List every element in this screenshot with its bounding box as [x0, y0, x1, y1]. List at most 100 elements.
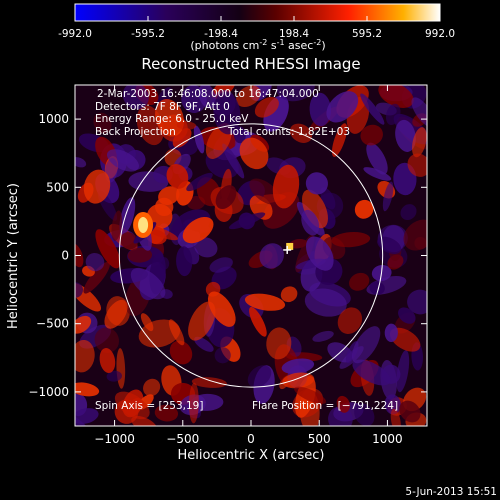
heatmap-blob [369, 281, 385, 295]
colorbar-tick-label: 595.2 [352, 28, 382, 40]
heatmap-blob [75, 315, 92, 334]
heatmap-blob [75, 339, 95, 373]
heatmap-blob [106, 149, 140, 172]
bright-source [286, 242, 294, 250]
heatmap-blob [155, 99, 184, 137]
heatmap-blob [312, 330, 334, 342]
heatmap-blob [398, 307, 416, 324]
annotation-time: 2-Mar-2003 16:46:08.000 to 16:47:04.000 [97, 88, 319, 100]
footer-date: 5-Jun-2013 15:51 [405, 486, 497, 498]
heatmap-blob [411, 97, 427, 128]
heatmap-blob [259, 243, 284, 269]
heatmap-blob [194, 336, 214, 352]
heatmap-blob [83, 261, 110, 294]
heatmap-blob [336, 395, 350, 413]
heatmap-blob [266, 327, 292, 360]
heatmap-blob [114, 391, 150, 420]
heatmap-blob [377, 236, 402, 254]
heatmap-blob [207, 291, 236, 327]
heatmap-blob [182, 216, 214, 244]
heatmap-blob [395, 119, 416, 152]
flare-position-marker [283, 245, 292, 254]
heatmap-blob [403, 219, 427, 251]
colorbar-tick-label: 198.4 [279, 28, 309, 40]
heatmap-blob [198, 85, 216, 109]
heatmap-blob [411, 127, 427, 158]
heatmap-blob [169, 340, 193, 365]
heatmap-blob [214, 347, 231, 364]
colorbar-tick-label: -992.0 [58, 28, 92, 40]
heatmap-blob [143, 378, 161, 397]
heatmap-blob [176, 246, 193, 277]
heatmap-blob [280, 286, 298, 303]
heatmap-blob [215, 185, 237, 210]
heatmap-blob [326, 91, 359, 123]
y-tick-label: −500 [36, 317, 69, 331]
y-tick-label: 500 [46, 180, 69, 194]
annotation-detectors: Detectors: 7F 8F 9F, Att 0 [95, 101, 230, 113]
colorbar-tick-label: -198.4 [204, 28, 238, 40]
heatmap-blob [384, 394, 401, 415]
heatmap-blob [159, 257, 170, 270]
heatmap-blob [238, 212, 255, 230]
heatmap-blob [188, 382, 199, 424]
heatmap-blob [172, 128, 192, 148]
heatmap-blob [222, 143, 245, 179]
heatmap-blob [363, 167, 392, 181]
heatmap-blob [213, 91, 241, 135]
heatmap-blob [194, 237, 218, 258]
heatmap-blob [249, 178, 281, 205]
heatmap-blob [276, 85, 315, 102]
heatmap-blob [85, 252, 105, 272]
heatmap-blob [282, 372, 315, 389]
heatmap-blob [236, 85, 261, 108]
heatmap-blob [360, 124, 383, 146]
heatmap-blob [191, 377, 227, 388]
heatmap-blob [400, 204, 417, 221]
heatmap-blob [351, 326, 381, 364]
heatmap-blob [390, 408, 401, 426]
heatmap-blob [130, 267, 166, 300]
heatmap-blob [399, 400, 421, 423]
colorbar-unit: (photons cm-2 s-1 asec-2) [190, 38, 325, 52]
heatmap-blob [140, 313, 154, 332]
heatmap-blob [166, 164, 189, 189]
heatmap-blob [95, 229, 121, 269]
heatmap-blob [289, 238, 308, 249]
x-axis-label: Heliocentric X (arcsec) [178, 448, 325, 463]
heatmap-blob [94, 327, 120, 353]
heatmap-blob [382, 181, 394, 212]
colorbar-tick-label: 992.0 [425, 28, 455, 40]
heatmap-blob [407, 153, 427, 177]
heatmap-blob [239, 137, 269, 170]
colorbar [74, 3, 441, 22]
annotation-method: Back Projection [95, 126, 176, 138]
x-tick-label: 500 [308, 432, 331, 446]
heatmap-blob [122, 85, 149, 110]
heatmap-blob [75, 408, 99, 425]
heatmap-blob [209, 257, 233, 273]
heatmap-blob [331, 123, 348, 157]
heatmap-blob [244, 293, 286, 311]
heatmap-blob [186, 172, 213, 192]
heatmap-blob [120, 232, 139, 250]
heatmap-blob [396, 350, 410, 393]
heatmap-blob [272, 164, 300, 209]
heatmap-blob [385, 103, 401, 126]
annotation-counts: Total counts: 1.82E+03 [227, 126, 350, 138]
heatmap-blob [305, 172, 328, 195]
heatmap-blob [349, 272, 370, 291]
heatmap-blob [337, 307, 363, 334]
heatmap-blob [154, 404, 179, 422]
heatmap-blob [193, 125, 205, 154]
y-axis-label: Heliocentric Y (arcsec) [6, 183, 21, 329]
heatmap-blob [106, 370, 122, 382]
annotation-energy: Energy Range: 6.0 - 25.0 keV [95, 113, 249, 125]
heatmap-blob [331, 231, 371, 248]
heatmap-blob [247, 365, 272, 388]
x-axis: −1000 −500 0 500 1000 [94, 85, 403, 446]
colorbar-tick-labels: -992.0 -595.2 -198.4 198.4 595.2 992.0 [58, 28, 455, 40]
heatmap-blob [366, 142, 388, 175]
heatmap-blob [352, 359, 391, 386]
